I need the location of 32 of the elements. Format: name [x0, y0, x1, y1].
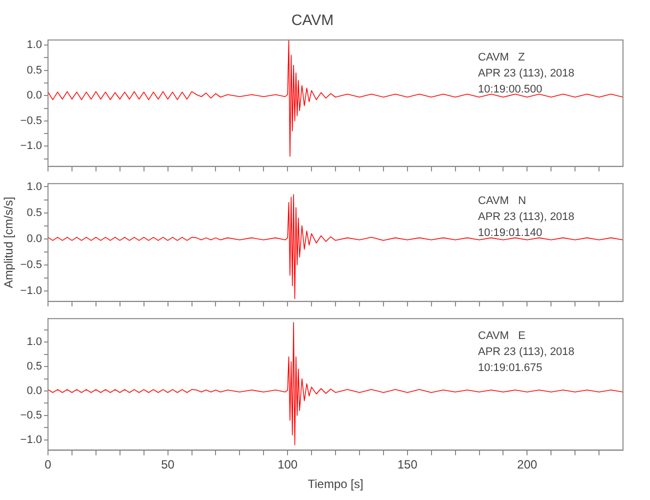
- annotation: 10:19:01.675: [478, 362, 542, 374]
- y-tick-label: −0.5: [20, 114, 42, 127]
- annotation: CAVM E: [478, 330, 526, 342]
- x-tick-label: 0: [44, 458, 52, 472]
- y-tick-label: −0.5: [20, 258, 42, 271]
- y-tick-label: 1.0: [26, 336, 42, 348]
- y-tick-label: 0.5: [26, 360, 42, 373]
- annotation: APR 23 (113), 2018: [478, 211, 574, 224]
- x-axis-title: Tiempo [s]: [308, 477, 364, 492]
- annotation: APR 23 (113), 2018: [478, 346, 574, 358]
- x-tick-label: 100: [278, 458, 298, 472]
- y-tick-label: 0.5: [26, 206, 42, 219]
- chart-title: CAVM: [291, 12, 334, 30]
- annotation: CAVM Z: [478, 52, 526, 64]
- y-tick-label: 1.0: [26, 180, 42, 193]
- y-tick-label: 0.0: [26, 385, 42, 398]
- y-tick-label: −1.0: [20, 285, 42, 298]
- y-tick-label: 0.5: [26, 64, 42, 76]
- x-tick-label: 150: [397, 458, 418, 472]
- y-tick-label: 0.0: [26, 232, 42, 245]
- annotation: 10:19:00.500: [478, 84, 542, 96]
- y-tick-label: −1.0: [20, 434, 42, 446]
- annotation: CAVM N: [478, 195, 526, 208]
- y-tick-label: 0.0: [26, 90, 42, 102]
- x-tick-label: 50: [161, 458, 175, 472]
- annotation: APR 23 (113), 2018: [478, 68, 574, 80]
- y-tick-label: −0.5: [20, 409, 42, 422]
- x-tick-label: 200: [517, 458, 538, 472]
- y-tick-label: −1.0: [20, 140, 42, 152]
- annotation: 10:19:01.140: [478, 227, 542, 240]
- y-tick-label: 1.0: [26, 39, 42, 52]
- y-axis-title: Amplitud [cm/s/s]: [2, 196, 16, 288]
